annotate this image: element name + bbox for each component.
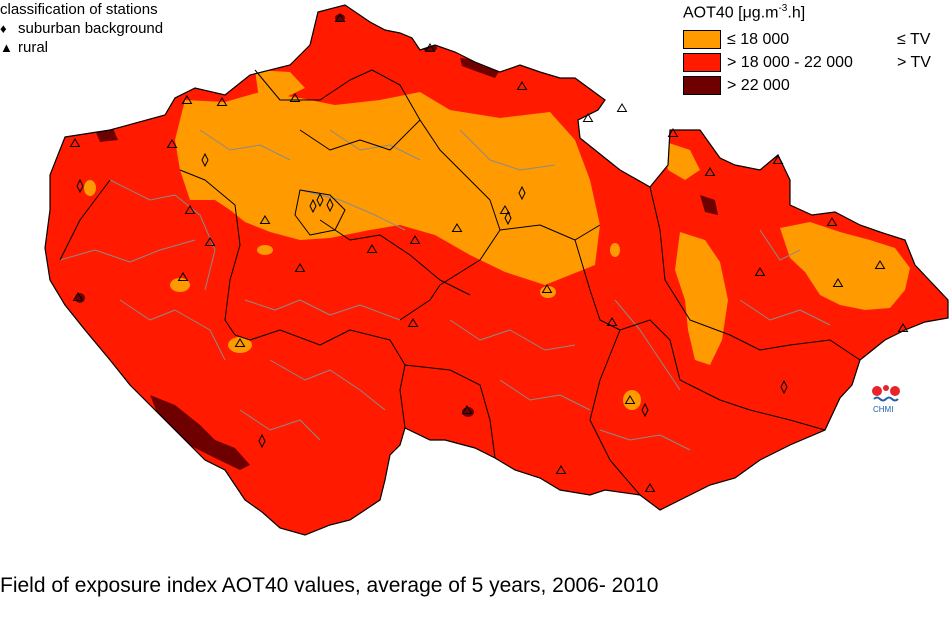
rural-station-marker — [294, 263, 306, 272]
map-caption: Field of exposure index AOT40 values, av… — [0, 574, 659, 597]
rural-station-marker — [616, 103, 628, 112]
rural-station-marker — [624, 395, 636, 404]
rural-station-marker — [409, 235, 421, 244]
rural-station-marker — [667, 128, 679, 137]
suburban-station-marker — [518, 185, 526, 201]
rural-station-marker — [177, 272, 189, 281]
diamond-icon: ♦ — [0, 21, 7, 36]
rural-station-marker — [166, 139, 178, 148]
rural-station-marker — [424, 43, 436, 52]
rural-stations — [69, 13, 909, 492]
suburban-station-marker — [641, 402, 649, 418]
class-mid-label: > 18 000 - 22 000 — [727, 53, 853, 71]
rural-station-marker — [826, 217, 838, 226]
aot40-legend: AOT40 [μg.m-3.h] ≤ 18 000 ≤ TV > 18 000 … — [683, 3, 931, 97]
station-legend-suburban-label: suburban background — [18, 20, 164, 37]
rural-station-marker — [451, 223, 463, 232]
station-legend-rural-label: rural — [18, 39, 49, 56]
aot40-class-high: > 22 000 — [683, 74, 931, 97]
rural-station-marker — [582, 113, 594, 122]
swatch-dark — [683, 76, 721, 96]
aot40-class-low: ≤ 18 000 ≤ TV — [683, 28, 931, 51]
swatch-red — [683, 53, 721, 73]
rural-station-marker — [407, 318, 419, 327]
station-legend: classification of stations ♦ suburban ba… — [0, 0, 163, 57]
class-low-label: ≤ 18 000 — [727, 30, 790, 48]
rural-station-marker — [184, 205, 196, 214]
chmi-logo-icon — [872, 385, 900, 402]
suburban-station-marker — [76, 178, 84, 194]
suburban-station-marker — [309, 198, 317, 214]
rural-station-marker — [234, 338, 246, 347]
triangle-icon: ▲ — [0, 40, 13, 55]
rural-station-marker — [606, 317, 618, 326]
rural-station-marker — [181, 95, 193, 104]
swatch-orange — [683, 30, 721, 50]
district-borders — [59, 129, 831, 451]
region-borders — [59, 69, 861, 496]
aot40-legend-title: AOT40 [μg.m-3.h] — [683, 3, 931, 22]
aot40-title-base: AOT40 [μg.m — [683, 4, 779, 22]
zone-low — [84, 70, 910, 410]
rural-station-marker — [754, 267, 766, 276]
rural-station-marker — [897, 323, 909, 332]
rural-station-marker — [366, 244, 378, 253]
suburban-station-marker — [316, 192, 324, 208]
rural-station-marker — [704, 167, 716, 176]
aot40-class-mid: > 18 000 - 22 000 > TV — [683, 51, 931, 74]
rural-station-marker — [516, 81, 528, 90]
rural-station-marker — [259, 215, 271, 224]
country-border — [44, 4, 949, 536]
suburban-station-marker — [258, 433, 266, 449]
aot40-map — [44, 4, 949, 536]
rural-station-marker — [874, 260, 886, 269]
chmi-logo-text: CHMI — [873, 405, 894, 414]
aot40-title-sup: -3 — [778, 3, 788, 14]
class-high-label: > 22 000 — [727, 76, 790, 94]
suburban-stations — [76, 152, 788, 449]
rural-station-marker — [499, 205, 511, 214]
station-legend-rural: ▲ rural — [0, 38, 163, 57]
class-low-tv: ≤ TV — [897, 30, 931, 48]
rural-station-marker — [69, 138, 81, 147]
rural-station-marker — [72, 292, 84, 301]
suburban-station-marker — [201, 152, 209, 168]
suburban-station-marker — [326, 197, 334, 213]
station-legend-title: classification of stations — [0, 1, 158, 18]
suburban-station-marker — [780, 379, 788, 395]
rural-station-marker — [555, 465, 567, 474]
rural-station-marker — [832, 278, 844, 287]
suburban-station-marker — [504, 210, 512, 226]
rural-station-marker — [644, 483, 656, 492]
aot40-title-tail: .h] — [787, 4, 806, 22]
rural-station-marker — [334, 13, 346, 22]
station-legend-suburban: ♦ suburban background — [0, 19, 163, 38]
rural-station-marker — [289, 93, 301, 102]
rural-station-marker — [216, 97, 228, 106]
rural-station-marker — [204, 237, 216, 246]
class-mid-tv: > TV — [897, 53, 931, 71]
rural-station-marker — [772, 155, 784, 164]
rural-station-marker — [541, 284, 553, 293]
rural-station-marker — [461, 405, 473, 414]
